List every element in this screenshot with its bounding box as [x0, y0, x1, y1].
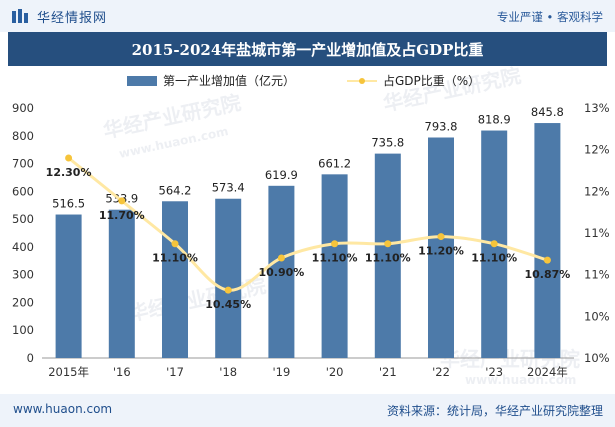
line-value-label: 11.10% — [312, 252, 358, 265]
bar — [55, 214, 82, 358]
line-marker — [224, 286, 232, 294]
line-marker — [437, 233, 445, 241]
legend-bar-label: 第一产业增加值（亿元） — [163, 73, 295, 88]
line-marker — [277, 254, 285, 262]
bar — [108, 209, 135, 358]
source-note: 资料来源：统计局，华经产业研究院整理 — [386, 404, 603, 418]
line-marker — [171, 240, 179, 248]
x-tick-label: '18 — [219, 365, 237, 379]
y-right-tick-label: 13% — [584, 101, 610, 115]
bar — [374, 153, 401, 358]
y-left-tick-label: 600 — [12, 184, 34, 198]
y-axis-left: 0 100 200 300 400 500 600 700 800 900 — [12, 101, 34, 365]
brand-name: 华经情报网 — [37, 11, 108, 26]
y-right-tick-label: 10% — [584, 309, 610, 323]
header-bar: 华经情报网 专业严谨 • 客观科学 — [0, 0, 615, 32]
y-left-tick-label: 900 — [12, 101, 34, 115]
footer-bar: www.huaon.com 资料来源：统计局，华经产业研究院整理 — [0, 394, 615, 427]
bar-value-label: 735.8 — [371, 136, 404, 150]
bar-value-label: 516.5 — [52, 197, 85, 211]
legend-bar-swatch — [127, 76, 157, 86]
watermark-url: www.huaon.com — [465, 373, 576, 387]
bar-value-label: 564.2 — [159, 183, 192, 197]
y-left-tick-label: 400 — [12, 240, 34, 254]
x-tick-label: '17 — [166, 365, 184, 379]
bar — [534, 123, 561, 358]
y-left-tick-label: 500 — [12, 212, 34, 226]
y-right-tick-label: 12% — [584, 143, 610, 157]
bar-series — [55, 123, 561, 358]
line-value-label: 10.87% — [524, 268, 570, 281]
line-value-label: 11.20% — [418, 245, 464, 258]
bar — [321, 174, 348, 358]
y-right-tick-label: 11% — [584, 268, 610, 282]
tagline: 专业严谨 • 客观科学 — [496, 10, 603, 24]
x-axis: 2015年 '16 '17 '18 '19 '20 '21 '22 '23 2024年 — [48, 365, 568, 379]
x-tick-label: '20 — [326, 365, 344, 379]
y-axis-right: 10% 10% 11% 11% 12% 12% 13% — [584, 101, 610, 365]
y-right-tick-label: 11% — [584, 226, 610, 240]
bar — [428, 137, 454, 358]
x-tick-label: '16 — [113, 365, 131, 379]
y-left-tick-label: 100 — [12, 323, 34, 337]
line-marker — [543, 256, 551, 264]
line-value-label: 10.45% — [205, 298, 251, 311]
x-tick-label: 2015年 — [48, 365, 89, 379]
line-value-label: 11.70% — [99, 209, 145, 222]
logo-icon — [12, 9, 28, 23]
line-marker — [384, 240, 392, 248]
y-left-tick-label: 300 — [12, 268, 34, 282]
bar-value-label: 661.2 — [318, 156, 351, 170]
chart-title: 2015-2024年盐城市第一产业增加值及占GDP比重 — [131, 41, 484, 59]
y-right-tick-label: 12% — [584, 184, 610, 198]
legend-line-marker — [359, 78, 365, 84]
y-left-tick-label: 800 — [12, 129, 34, 143]
line-marker — [65, 154, 73, 162]
bar-value-label: 818.9 — [478, 113, 511, 127]
share-labels: 12.30% 11.70% 11.10% 10.45% 10.90% 11.10% 11.1… — [46, 166, 571, 311]
line-marker — [331, 240, 339, 248]
bar — [268, 185, 295, 358]
y-right-tick-label: 10% — [584, 351, 610, 365]
bar-value-label: 619.9 — [265, 168, 298, 182]
chart: 华经产业研究院 www.huaon.com 华经产业研究院 华经产业研究院 华经… — [12, 66, 610, 387]
legend: 第一产业增加值（亿元） 占GDP比重（%） — [127, 73, 480, 88]
line-value-label: 11.10% — [471, 252, 517, 265]
legend-line-label: 占GDP比重（%） — [383, 73, 480, 88]
line-marker — [118, 197, 126, 205]
website-link[interactable]: www.huaon.com — [13, 402, 113, 416]
bar-value-label: 845.8 — [531, 105, 564, 119]
title-bar: 2015-2024年盐城市第一产业增加值及占GDP比重 — [8, 32, 607, 66]
y-left-tick-label: 700 — [12, 157, 34, 171]
line-value-label: 11.10% — [365, 252, 411, 265]
line-value-label: 10.90% — [258, 266, 304, 279]
line-value-label: 11.10% — [152, 252, 198, 265]
x-tick-label: '19 — [273, 365, 291, 379]
line-value-label: 12.30% — [46, 166, 92, 179]
line-marker — [490, 240, 498, 248]
y-left-tick-label: 200 — [12, 295, 34, 309]
x-tick-label: '22 — [432, 365, 450, 379]
share-markers — [65, 154, 551, 294]
x-tick-label: '21 — [379, 365, 397, 379]
share-line — [67, 156, 548, 292]
bar-value-label: 793.8 — [425, 120, 458, 134]
x-tick-label: 2024年 — [527, 365, 568, 379]
bar — [215, 198, 242, 358]
y-left-tick-label: 0 — [27, 351, 34, 365]
bar — [162, 201, 188, 358]
bar-value-label: 573.4 — [212, 181, 245, 195]
x-tick-label: '23 — [485, 365, 503, 379]
